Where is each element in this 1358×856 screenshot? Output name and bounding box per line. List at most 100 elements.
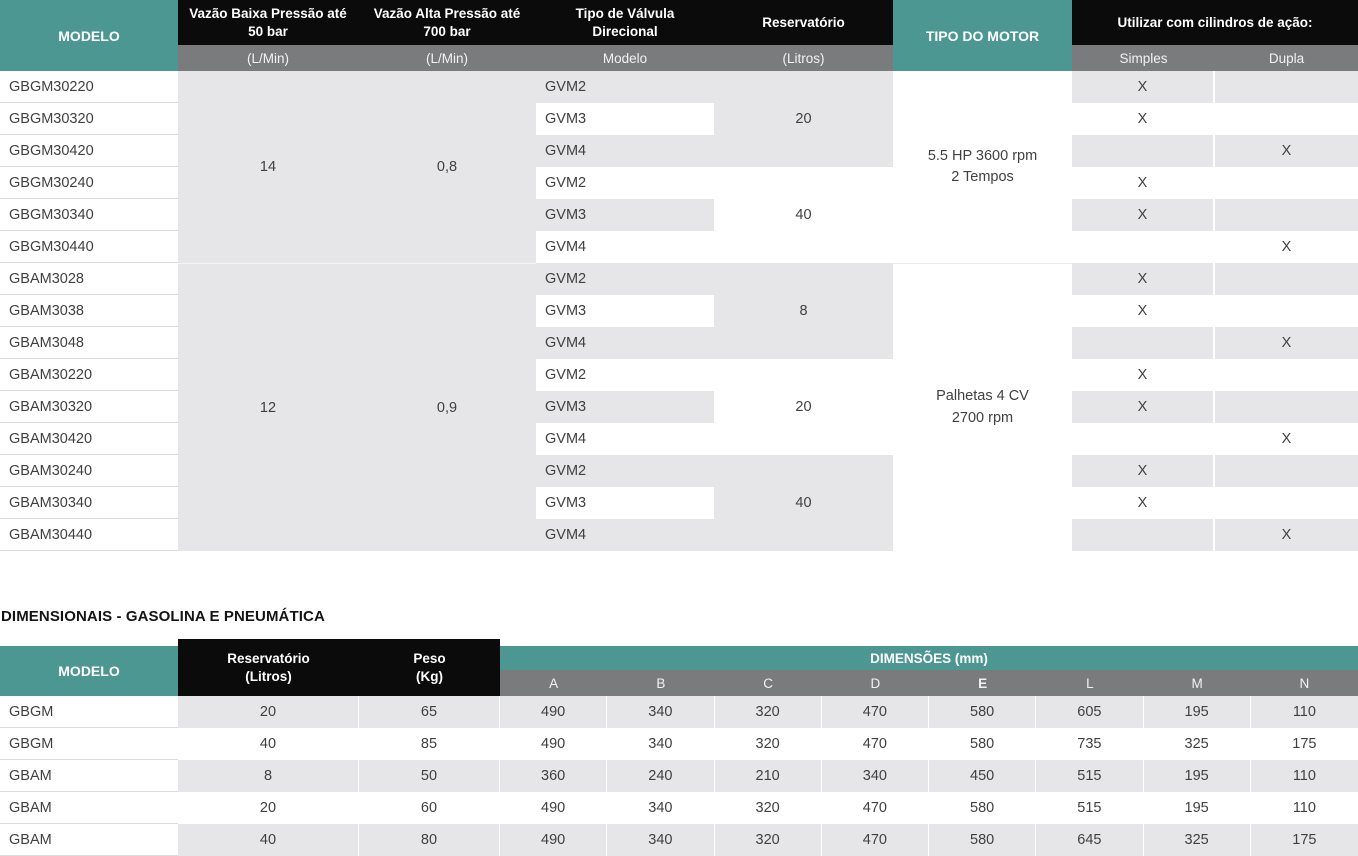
reservoir-cell: 40 [178, 824, 359, 856]
dim-letter: L [1036, 670, 1144, 696]
dim-letter: N [1250, 670, 1358, 696]
dimension-cell: 580 [929, 792, 1037, 824]
valve-cell: GVM2 [536, 71, 714, 103]
dimension-cell: 110 [1250, 696, 1358, 728]
valve-cell: GVM3 [536, 391, 714, 423]
valve-cell: GVM4 [536, 423, 714, 455]
dimension-cell: 320 [714, 696, 822, 728]
dupla-cell [1215, 487, 1358, 519]
dimension-cell: 340 [607, 696, 715, 728]
motor-type-gbam: Palhetas 4 CV 2700 rpm [893, 263, 1072, 551]
reservoir-value: 40 [714, 455, 893, 551]
dimension-cell: 325 [1143, 728, 1251, 760]
simples-cell [1072, 327, 1215, 359]
subheader-valve-modelo: Modelo [536, 45, 714, 71]
reservoir-cell: 20 [178, 696, 359, 728]
dimension-cell: 605 [1036, 696, 1144, 728]
simples-cell: X [1072, 103, 1215, 135]
header-reservoir-line2: (Litros) [245, 668, 292, 684]
dimension-cell: 110 [1250, 760, 1358, 792]
dimension-cell: 470 [821, 824, 929, 856]
dimension-cell: 340 [821, 760, 929, 792]
dimension-cell: 325 [1143, 824, 1251, 856]
dim-letter: A [500, 670, 608, 696]
dupla-cell [1215, 71, 1358, 103]
model-cell: GBAM30240 [0, 455, 178, 487]
simples-cell: X [1072, 167, 1215, 199]
reservoir-value: 20 [714, 359, 893, 455]
reservoir-value: 40 [714, 167, 893, 263]
model-cell: GBAM30420 [0, 423, 178, 455]
model-cell: GBGM30240 [0, 167, 178, 199]
simples-cell: X [1072, 359, 1215, 391]
dimension-cell: 175 [1250, 728, 1358, 760]
dimension-cell: 515 [1036, 760, 1144, 792]
dimension-cell: 735 [1036, 728, 1144, 760]
simples-cell: X [1072, 199, 1215, 231]
simples-cell: X [1072, 295, 1215, 327]
dimension-cell: 580 [929, 696, 1037, 728]
subheader-dupla: Dupla [1215, 45, 1358, 71]
simples-cell [1072, 519, 1215, 551]
low-flow-value-gbgm: 14 [178, 71, 358, 263]
dimension-cell: 195 [1143, 792, 1251, 824]
dimension-cell: 515 [1036, 792, 1144, 824]
dupla-cell: X [1215, 231, 1358, 263]
header-weight: Peso (Kg) [359, 639, 500, 696]
dupla-cell: X [1215, 327, 1358, 359]
dimension-cell: 490 [500, 728, 608, 760]
header-motor-type: TIPO DO MOTOR [893, 0, 1072, 71]
high-flow-value-gbam: 0,9 [358, 263, 536, 551]
header-weight-line2: (Kg) [416, 668, 443, 684]
dupla-cell [1215, 391, 1358, 423]
model-cell: GBAM [0, 760, 178, 792]
dupla-cell: X [1215, 135, 1358, 167]
dimension-cell: 490 [500, 792, 608, 824]
simples-cell [1072, 231, 1215, 263]
model-cell: GBAM30320 [0, 391, 178, 423]
simples-cell: X [1072, 391, 1215, 423]
weight-cell: 80 [359, 824, 500, 856]
dimension-cell: 340 [607, 824, 715, 856]
dimension-cell: 490 [500, 824, 608, 856]
model-cell: GBGM [0, 728, 178, 760]
dimension-cell: 340 [607, 792, 715, 824]
weight-cell: 85 [359, 728, 500, 760]
reservoir-cell: 8 [178, 760, 359, 792]
dimension-cell: 470 [821, 792, 929, 824]
motor-line1: Palhetas 4 CV [936, 388, 1029, 405]
valve-cell: GVM3 [536, 103, 714, 135]
dimension-cell: 580 [929, 728, 1037, 760]
dupla-cell [1215, 295, 1358, 327]
dimension-cell: 320 [714, 824, 822, 856]
simples-cell: X [1072, 487, 1215, 519]
reservoir-cell: 20 [178, 792, 359, 824]
header-reservoir: Reservatório [714, 0, 893, 45]
header-dimensions: DIMENSÕES (mm) [500, 646, 1358, 670]
weight-cell: 50 [359, 760, 500, 792]
motor-line1: 5.5 HP 3600 rpm [927, 147, 1038, 164]
dim-letter: D [821, 670, 929, 696]
header-reservoir: Reservatório (Litros) [178, 639, 359, 696]
dimension-cell: 450 [929, 760, 1037, 792]
header-low-pressure: Vazão Baixa Pressão até 50 bar [178, 0, 358, 45]
subheader-low-unit: (L/Min) [178, 45, 358, 71]
dimension-cell: 360 [500, 760, 608, 792]
model-cell: GBGM30420 [0, 135, 178, 167]
dupla-cell: X [1215, 423, 1358, 455]
dimension-cell: 580 [929, 824, 1037, 856]
dimension-cell: 470 [821, 696, 929, 728]
valve-cell: GVM3 [536, 199, 714, 231]
model-cell: GBAM3048 [0, 327, 178, 359]
header-weight-line1: Peso [413, 650, 446, 666]
model-cell: GBAM [0, 792, 178, 824]
weight-cell: 60 [359, 792, 500, 824]
pump-spec-table: MODELO Vazão Baixa Pressão até 50 bar Va… [0, 0, 1358, 551]
valve-cell: GVM2 [536, 167, 714, 199]
model-cell: GBAM3038 [0, 295, 178, 327]
dupla-cell [1215, 455, 1358, 487]
model-cell: GBAM [0, 824, 178, 856]
valve-cell: GVM3 [536, 487, 714, 519]
low-flow-value-gbam: 12 [178, 263, 358, 551]
